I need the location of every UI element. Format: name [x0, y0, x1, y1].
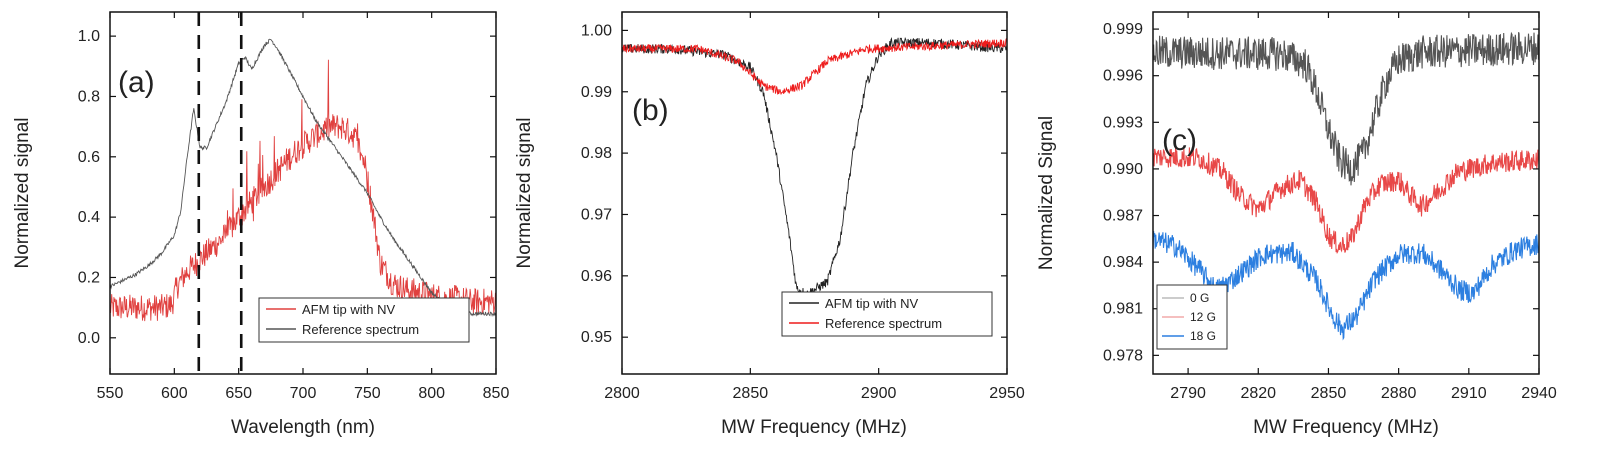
panel-b-plot-area: 2800 2850 2900 2950 0.95 0.96 0.97 0.98 0.99 1.00 — [581, 12, 1025, 402]
panel-a-legend-label-1: Reference spectrum — [302, 322, 419, 337]
panel-c-legend: 0 G 12 G 18 G — [1156, 284, 1228, 350]
panel-c-ytick-label-4: 0.990 — [1103, 161, 1143, 178]
panel-c-xlabel: MW Frequency (MHz) — [1253, 417, 1439, 438]
panel-a-ytick-label-4: 0.8 — [78, 88, 100, 105]
panel-c-ytick-label-1: 0.981 — [1103, 301, 1143, 318]
panel-a: 550 600 650 700 750 800 8500.00.20.40.60.81.0 … — [12, 11, 510, 438]
panel-a-xtick-label-5: 800 — [418, 385, 445, 402]
panel-b-legend-label-0: AFM tip with NV — [825, 296, 919, 311]
panel-c: 2790 2820 2850 2880 2910 2940 0.978 0.981 0.984 0… — [1036, 11, 1557, 438]
panel-b-legend-label-1: Reference spectrum — [825, 316, 942, 331]
panel-a-xlabel: Wavelength (nm) — [231, 417, 375, 438]
panel-a-plot-area: 550 600 650 700 750 800 850 0.0 0.2 0.4 0.6 0.8 1.0 — [78, 12, 510, 402]
panel-a-xtick-label-6: 850 — [483, 385, 510, 402]
panel-b-ytick-label-3: 0.98 — [581, 145, 612, 162]
panel-c-xtick-label-2: 2850 — [1311, 385, 1347, 402]
panel-b-xlabel: MW Frequency (MHz) — [721, 417, 907, 438]
panel-c-ytick-label-7: 0.999 — [1103, 21, 1143, 38]
panel-c-ytick-label-5: 0.993 — [1103, 114, 1143, 131]
panel-c-legend-label-2: 18 G — [1190, 329, 1216, 343]
panel-b-letter: (b) — [632, 94, 669, 127]
panel-b-ytick-label-4: 0.99 — [581, 84, 612, 101]
panel-b-ytick-label-5: 1.00 — [581, 22, 612, 39]
panel-c-legend-label-1: 12 G — [1190, 310, 1216, 324]
panel-a-ylabel: Normalized signal — [12, 117, 33, 268]
panel-a-xtick-label-0: 550 — [97, 385, 124, 402]
panel-c-letter: (c) — [1162, 124, 1197, 157]
panel-b: 2800 2850 2900 2950 0.95 0.96 0.97 0.98 0.99 1.00… — [514, 11, 1025, 438]
panel-c-ytick-label-2: 0.984 — [1103, 254, 1143, 271]
panel-a-xtick-label-3: 700 — [290, 385, 317, 402]
panel-c-series-2-line — [1153, 231, 1539, 341]
panel-c-xtick-label-5: 2940 — [1521, 385, 1557, 402]
panel-a-xtick-label-2: 650 — [225, 385, 252, 402]
panel-b-xtick-label-2: 2900 — [861, 385, 897, 402]
panel-a-ytick-label-1: 0.2 — [78, 269, 100, 286]
panel-b-legend: AFM tip with NV Reference spectrum — [781, 291, 993, 337]
panel-c-frame — [1152, 11, 1540, 375]
panel-b-ytick-label-1: 0.96 — [581, 268, 612, 285]
panel-a-legend: AFM tip with NV Reference spectrum — [258, 297, 470, 343]
panel-c-ytick-label-6: 0.996 — [1103, 68, 1143, 85]
panel-a-xtick-label-1: 600 — [161, 385, 188, 402]
panel-c-legend-label-0: 0 G — [1190, 291, 1209, 305]
panel-a-ytick-label-3: 0.6 — [78, 149, 100, 166]
panel-b-ylabel: Normalized signal — [514, 117, 535, 268]
panel-b-ytick-label-2: 0.97 — [581, 206, 612, 223]
panel-b-legend-box — [781, 291, 993, 337]
panel-a-ytick-label-0: 0.0 — [78, 330, 100, 347]
panel-c-ytick-label-0: 0.978 — [1103, 347, 1143, 364]
panel-b-ytick-label-0: 0.95 — [581, 329, 612, 346]
panel-c-plot-area: 2790 2820 2850 2880 2910 2940 0.978 0.981 0.984 0… — [1103, 12, 1557, 402]
panel-c-xtick-label-0: 2790 — [1170, 385, 1206, 402]
panel-a-legend-box — [258, 297, 470, 343]
panel-c-xtick-label-3: 2880 — [1381, 385, 1417, 402]
panel-a-ytick-label-2: 0.4 — [78, 209, 100, 226]
panel-a-series-1-line — [110, 38, 496, 317]
panel-b-xtick-label-1: 2850 — [733, 385, 769, 402]
panel-b-xtick-label-3: 2950 — [989, 385, 1025, 402]
panel-c-xtick-label-4: 2910 — [1451, 385, 1487, 402]
panel-a-ytick-label-5: 1.0 — [78, 28, 100, 45]
panel-b-xtick-label-0: 2800 — [604, 385, 640, 402]
panel-b-series-1-line — [622, 38, 1007, 95]
panel-a-frame — [109, 11, 497, 375]
panel-b-series-0-line — [622, 36, 1007, 299]
panel-c-series-1-line — [1153, 147, 1539, 255]
panel-c-ylabel: Normalized Signal — [1036, 116, 1057, 270]
panel-b-frame — [621, 11, 1008, 375]
panel-c-xtick-label-1: 2820 — [1240, 385, 1276, 402]
panel-c-ytick-label-3: 0.987 — [1103, 208, 1143, 225]
panel-a-letter: (a) — [118, 66, 155, 99]
panel-a-legend-label-0: AFM tip with NV — [302, 302, 396, 317]
panel-a-xtick-label-4: 750 — [354, 385, 381, 402]
panel-a-series-0-line — [110, 59, 496, 322]
panel-c-series-0-line — [1153, 31, 1539, 186]
